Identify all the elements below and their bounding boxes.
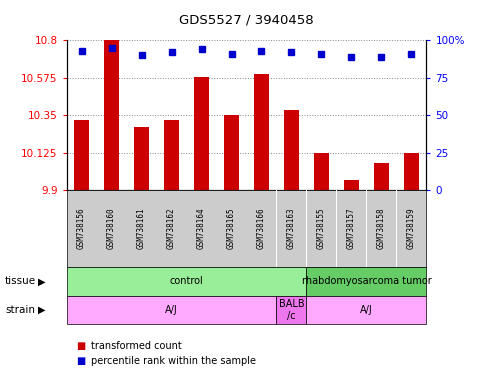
- Text: GSM738158: GSM738158: [377, 208, 386, 249]
- Text: ■: ■: [76, 341, 86, 351]
- Bar: [104, 40, 119, 190]
- Text: GSM738165: GSM738165: [227, 208, 236, 249]
- Text: A/J: A/J: [165, 305, 178, 315]
- Text: GDS5527 / 3940458: GDS5527 / 3940458: [179, 13, 314, 26]
- Text: BALB
/c: BALB /c: [279, 299, 304, 321]
- Bar: [224, 115, 239, 190]
- Text: strain: strain: [5, 305, 35, 315]
- Text: GSM738155: GSM738155: [317, 208, 326, 249]
- Text: rhabdomyosarcoma tumor: rhabdomyosarcoma tumor: [302, 276, 431, 286]
- Text: ▶: ▶: [38, 305, 46, 315]
- Text: percentile rank within the sample: percentile rank within the sample: [91, 356, 256, 366]
- Text: GSM738164: GSM738164: [197, 208, 206, 249]
- Text: ▶: ▶: [38, 276, 46, 286]
- Text: GSM738161: GSM738161: [137, 208, 146, 249]
- Bar: [134, 127, 149, 190]
- Bar: [284, 110, 299, 190]
- Text: transformed count: transformed count: [91, 341, 182, 351]
- Text: GSM738166: GSM738166: [257, 208, 266, 249]
- Bar: [374, 164, 389, 190]
- Bar: [314, 153, 329, 190]
- Text: GSM738157: GSM738157: [347, 208, 356, 249]
- Text: control: control: [170, 276, 204, 286]
- Bar: [254, 74, 269, 190]
- Bar: [74, 120, 89, 190]
- Text: A/J: A/J: [360, 305, 373, 315]
- Bar: [164, 120, 179, 190]
- Bar: [404, 153, 419, 190]
- Text: GSM738162: GSM738162: [167, 208, 176, 249]
- Text: tissue: tissue: [5, 276, 36, 286]
- Text: GSM738159: GSM738159: [407, 208, 416, 249]
- Bar: [344, 180, 359, 190]
- Bar: [194, 77, 209, 190]
- Text: GSM738160: GSM738160: [107, 208, 116, 249]
- Text: ■: ■: [76, 356, 86, 366]
- Text: GSM738163: GSM738163: [287, 208, 296, 249]
- Text: GSM738156: GSM738156: [77, 208, 86, 249]
